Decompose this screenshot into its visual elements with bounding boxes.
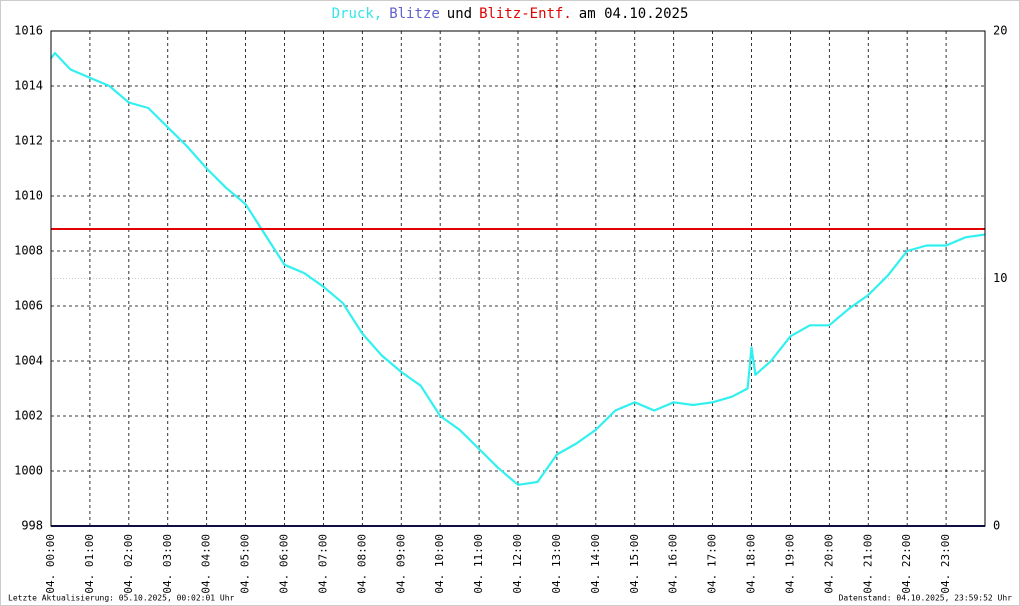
x-tick-label: 04. 10:00 [433,534,446,594]
x-tick-label: 04. 05:00 [239,534,252,594]
x-tick-label: 04. 03:00 [161,534,174,594]
x-tick-label: 04. 23:00 [939,534,952,594]
y-tick-label: 1010 [14,189,43,203]
x-tick-label: 04. 01:00 [83,534,96,594]
title-part: Blitz-Entf. [479,6,572,22]
x-tick-label: 04. 08:00 [355,534,368,594]
y-tick-label: 1014 [14,79,43,93]
x-tick-label: 04. 14:00 [589,534,602,594]
x-tick-label: 04. 02:00 [122,534,135,594]
x-tick-label: 04. 18:00 [745,534,758,594]
series-line [50,51,986,486]
x-tick-label: 04. 04:00 [200,534,213,594]
x-tick-label: 04. 12:00 [511,534,524,594]
title-part: Blitze [389,6,440,22]
y2-tick-label: 0 [993,519,1000,533]
y-tick-label: 1000 [14,464,43,478]
x-tick-label: 04. 22:00 [900,534,913,594]
x-tick-label: 04. 11:00 [472,534,485,594]
y-tick-label: 1004 [14,354,43,368]
footer-left: Letzte Aktualisierung: 05.10.2025, 00:02… [8,594,235,603]
x-tick-label: 04. 09:00 [394,534,407,594]
x-tick-label: 04. 21:00 [861,534,874,594]
y-tick-label: 1008 [14,244,43,258]
title-part: Druck, [332,6,383,22]
y-tick-label: 1002 [14,409,43,423]
y2-tick-label: 10 [993,271,1007,285]
x-tick-label: 04. 13:00 [550,534,563,594]
title-part: und [447,6,472,22]
x-tick-label: 04. 19:00 [783,534,796,594]
y-tick-label: 998 [21,519,43,533]
x-tick-label: 04. 00:00 [44,534,57,594]
y2-tick-label: 20 [993,24,1007,38]
y-tick-label: 1012 [14,134,43,148]
x-tick-label: 04. 15:00 [628,534,641,594]
footer-right: Datenstand: 04.10.2025, 23:59:52 Uhr [839,594,1013,603]
x-tick-label: 04. 20:00 [822,534,835,594]
x-tick-label: 04. 06:00 [278,534,291,594]
x-tick-label: 04. 07:00 [316,534,329,594]
title-part: am 04.10.2025 [579,6,689,22]
x-tick-label: 04. 17:00 [706,534,719,594]
chart-title: Druck, Blitze und Blitz-Entf. am 04.10.2025 [332,6,689,22]
plot-border [50,30,986,527]
x-tick-label: 04. 16:00 [667,534,680,594]
y-tick-label: 1016 [14,24,43,38]
y-tick-label: 1006 [14,299,43,313]
